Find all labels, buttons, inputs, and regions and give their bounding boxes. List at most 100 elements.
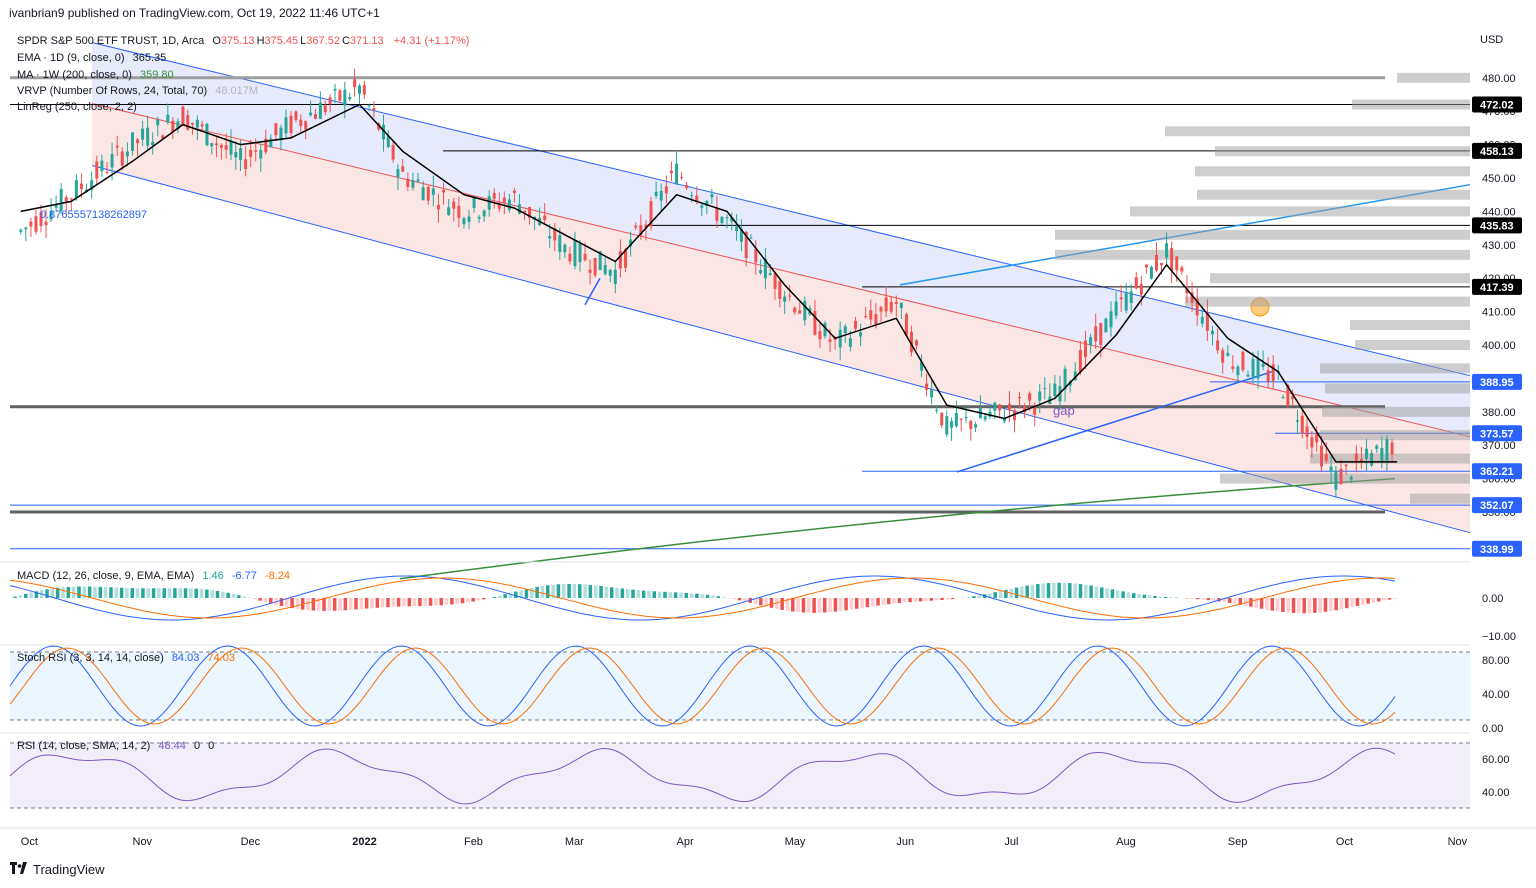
macd-histogram-bar (940, 598, 944, 600)
candle-body (284, 117, 288, 134)
candle-body (988, 411, 992, 417)
macd-histogram-bar (556, 584, 561, 598)
candle-body (1385, 439, 1389, 461)
price-tick: 370.00 (1482, 440, 1516, 452)
candle-body (838, 329, 842, 348)
candle-body (141, 128, 145, 140)
candle-body (289, 115, 293, 134)
candle-body (406, 178, 410, 187)
macd-label: MACD (12, 26, close, 9, EMA, EMA) (17, 570, 195, 582)
macd-histogram-bar (55, 587, 60, 598)
candle-body (34, 216, 38, 232)
macd-histogram-bar (1313, 598, 1317, 613)
macd-histogram-bar (327, 598, 332, 611)
stoch-band (10, 652, 1470, 720)
volume-profile-bar-9 (1210, 273, 1470, 284)
macd-histogram-bar (1387, 598, 1392, 600)
macd-histogram-bar (130, 588, 135, 598)
candle-body (568, 253, 572, 262)
candle-body (447, 207, 451, 216)
candle-body (654, 191, 658, 196)
macd-histogram-bar (913, 598, 918, 602)
macd-histogram-bar (647, 590, 651, 598)
macd-histogram-bar (870, 598, 875, 607)
candle-body (343, 89, 347, 106)
macd-histogram-bar (178, 588, 182, 598)
macd-histogram-bar (1275, 598, 1280, 612)
volume-profile-bar-14 (1325, 383, 1470, 394)
candle-body (151, 141, 155, 146)
price-tick: 400.00 (1482, 340, 1516, 352)
ohlc-h: H375.45 (256, 35, 299, 47)
candle-body (1068, 381, 1072, 386)
macd-histogram-bar (833, 598, 838, 612)
macd-histogram-bar (988, 593, 992, 598)
candle-body (249, 149, 253, 157)
candle-body (416, 179, 420, 182)
candle-body (39, 212, 43, 226)
candle-body (1319, 445, 1323, 467)
macd-histogram-bar (615, 587, 619, 598)
candle-body (1256, 358, 1260, 379)
macd-histogram-bar (1142, 594, 1147, 598)
candle-body (998, 404, 1002, 411)
candle-body (1028, 393, 1032, 401)
time-tick: Dec (241, 836, 261, 848)
macd-histogram-bar (1084, 584, 1088, 598)
candle-body (29, 221, 33, 227)
rsi-band (10, 743, 1470, 808)
candle-body (899, 302, 903, 309)
macd-histogram-bar (1131, 593, 1136, 598)
candle-body (205, 123, 209, 146)
macd-histogram-bar (812, 598, 816, 613)
candle-body (391, 144, 395, 160)
macd-histogram-bar (103, 587, 108, 598)
macd-histogram-bar (972, 596, 976, 598)
candle-body (730, 217, 734, 222)
macd-histogram-bar (1147, 595, 1152, 598)
candle-body (664, 186, 668, 194)
candle-body (685, 185, 689, 189)
linreg-coefficient: 0.8765557138262897 (40, 209, 148, 221)
candle-body (974, 424, 978, 428)
candle-body (1180, 267, 1184, 272)
candle-body (649, 201, 653, 227)
candle-body (313, 113, 317, 119)
macd-histogram-bar (237, 595, 241, 598)
macd-histogram-bar (402, 598, 406, 607)
candle-body (629, 239, 633, 247)
macd-histogram-bar (508, 592, 513, 598)
vrvp-label: VRVP (Number Of Rows, 24, Total, 70) (17, 85, 208, 97)
macd-histogram-bar (1201, 598, 1205, 600)
candle-body (803, 301, 807, 321)
macd-histogram-bar (1116, 590, 1120, 598)
candle-body (224, 145, 228, 150)
candle-body (720, 216, 724, 224)
price-tag-label: 435.83 (1480, 220, 1514, 232)
candle-body (1002, 418, 1006, 422)
candle-body (710, 194, 714, 198)
macd-histogram-bar (1057, 582, 1061, 598)
candle-body (759, 270, 763, 274)
macd-histogram-bar (231, 593, 236, 598)
price-tick: 480.00 (1482, 73, 1516, 85)
candle-body (588, 269, 592, 273)
candle-body (472, 196, 476, 208)
candle-body (1139, 283, 1143, 295)
macd-histogram-bar (1366, 598, 1370, 604)
macd-histogram-bar (1046, 583, 1051, 598)
macd-histogram-bar (412, 598, 417, 607)
candle-body (436, 204, 440, 210)
macd-histogram-bar (141, 588, 145, 598)
candle-body (528, 207, 532, 218)
candle-body (578, 243, 582, 263)
macd-histogram-bar (45, 589, 49, 598)
candle-body (1246, 374, 1250, 377)
candle-body (146, 127, 150, 146)
price-tag-label: 417.39 (1480, 282, 1514, 294)
volume-profile-bar-12 (1355, 340, 1470, 350)
macd-histogram-bar (1105, 588, 1109, 598)
time-tick: Apr (677, 836, 694, 848)
candle-body (1119, 297, 1123, 300)
